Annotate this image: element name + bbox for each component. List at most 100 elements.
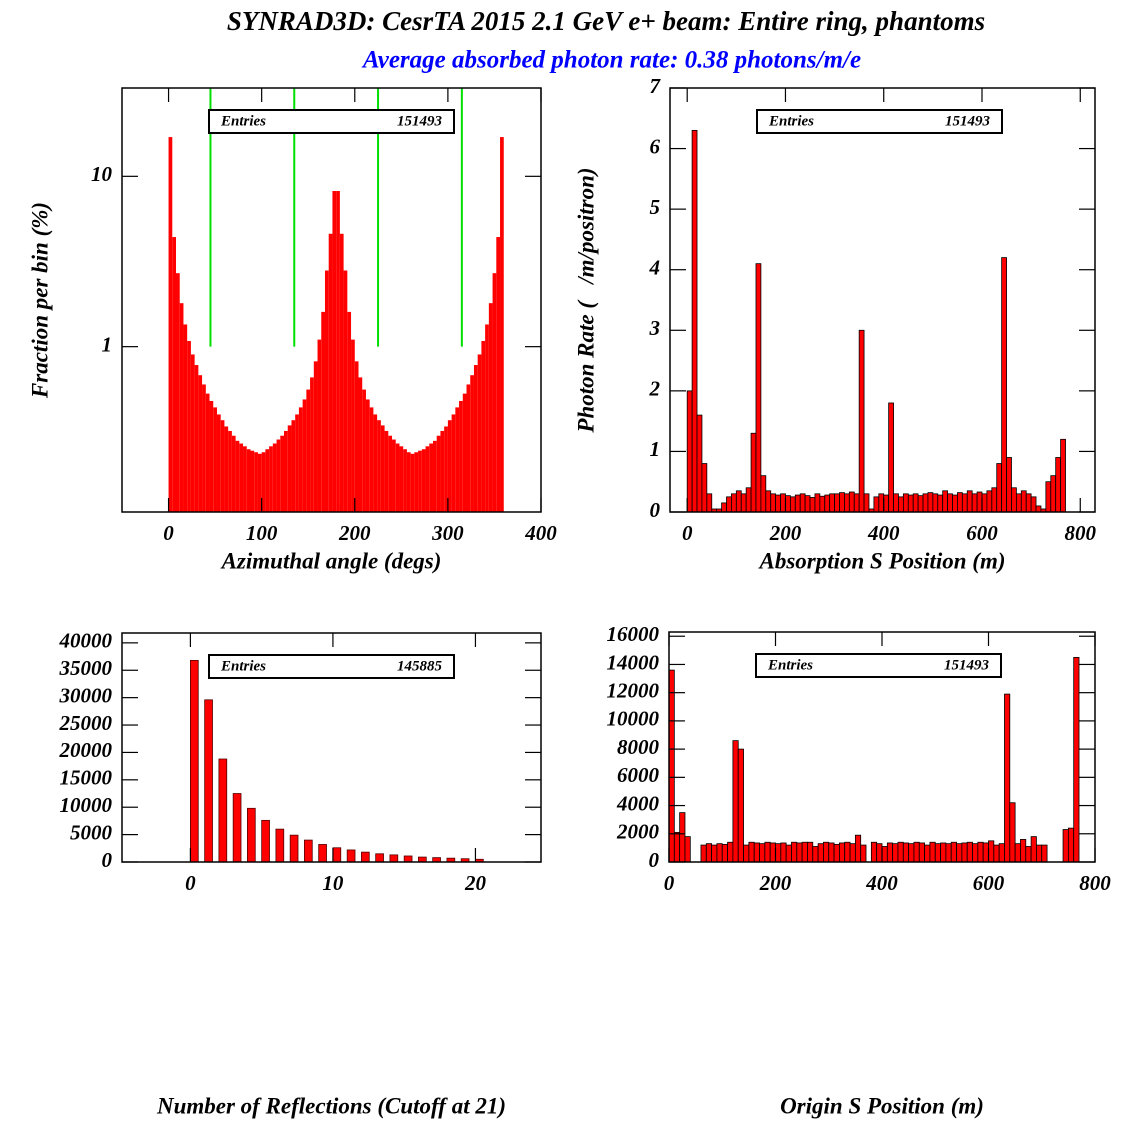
histogram-bar	[399, 446, 404, 512]
y-tick-label: 15000	[60, 766, 113, 790]
histogram-bar	[917, 495, 924, 513]
bar	[218, 758, 228, 863]
histogram-bar	[929, 841, 936, 863]
x-tick-label: 10	[322, 871, 344, 895]
histogram-bar	[854, 834, 862, 863]
histogram-bar	[246, 449, 251, 512]
stats-value: 145885	[397, 658, 443, 674]
x-tick-label: 0	[682, 521, 693, 545]
histogram-bar	[392, 439, 396, 512]
histogram-bar	[369, 407, 374, 512]
y-tick-label: 7	[650, 74, 662, 98]
histogram-bar	[878, 493, 885, 513]
histogram-bar	[711, 844, 718, 863]
histogram-bar	[849, 843, 856, 863]
histogram-bar	[272, 443, 277, 512]
y-tick-label: 20000	[59, 738, 113, 762]
histogram-bar	[477, 354, 482, 512]
histogram-bar	[1011, 487, 1017, 513]
histogram-bar	[785, 844, 792, 863]
histogram-bar	[261, 452, 266, 512]
histogram-bar	[853, 493, 860, 513]
histogram-bar	[317, 339, 322, 512]
x-tick-label: 200	[769, 521, 802, 545]
histogram-bar	[743, 844, 750, 863]
histogram-bar	[769, 842, 776, 863]
histogram-bar	[684, 836, 691, 863]
x-axis-label: Origin S Position (m)	[780, 1093, 984, 1118]
y-tick-label: 5	[650, 195, 661, 219]
y-axis-label: Photon Rate ( /m/positron)	[573, 167, 598, 433]
histogram-bar	[1041, 844, 1048, 863]
histogram-bar	[691, 129, 698, 513]
x-tick-label: 600	[966, 521, 998, 545]
x-tick-label: 0	[163, 521, 174, 545]
x-tick-label: 20	[464, 871, 487, 895]
histogram-bar	[172, 237, 177, 513]
histogram-bar	[922, 493, 929, 513]
histogram-bar	[807, 841, 814, 863]
histogram-bar	[775, 494, 781, 513]
histogram-bar	[932, 493, 939, 513]
histogram-bar	[280, 435, 285, 512]
histogram-bar	[239, 443, 244, 512]
histogram-bar	[732, 740, 739, 863]
histogram-bar	[205, 393, 210, 512]
stats-label: Entries	[767, 657, 813, 673]
histogram-bar	[791, 841, 798, 863]
y-tick-label: 0	[649, 848, 660, 872]
histogram-bar	[1014, 843, 1021, 863]
x-tick-label: 800	[1065, 521, 1097, 545]
histogram-bar	[809, 497, 816, 513]
histogram-bar	[1015, 493, 1022, 513]
y-tick-label: 4000	[616, 791, 660, 815]
y-tick-label: 0	[102, 848, 113, 872]
histogram-bar	[429, 443, 433, 512]
histogram-bar	[473, 365, 478, 512]
histogram-bar	[737, 748, 744, 863]
histogram-bar	[937, 494, 944, 513]
histogram-bar	[858, 329, 865, 513]
histogram-bar	[235, 440, 240, 512]
x-tick-label: 200	[759, 871, 792, 895]
histogram-bar	[187, 340, 191, 512]
x-axis-label: Number of Reflections (Cutoff at 21)	[156, 1093, 506, 1118]
histogram-bar	[328, 233, 333, 513]
histogram-bar	[753, 842, 760, 863]
histogram-bar	[257, 453, 262, 512]
histogram-bar	[844, 493, 850, 513]
histogram-bar	[991, 487, 998, 513]
y-tick-label: 6000	[617, 763, 660, 787]
x-tick-label: 400	[524, 521, 557, 545]
histogram-bar	[343, 270, 348, 512]
histogram-bar	[418, 450, 422, 512]
histogram-bar	[902, 493, 909, 513]
histogram-bar	[812, 846, 819, 863]
histogram-bar	[966, 490, 973, 513]
histogram-bar	[354, 361, 359, 512]
histogram-bar	[775, 843, 782, 863]
y-tick-label: 1	[102, 332, 113, 356]
histogram-bar	[701, 463, 708, 513]
histogram-bar	[982, 842, 989, 863]
bar	[346, 849, 356, 863]
histogram-bar	[1020, 839, 1027, 863]
histogram-bar	[686, 390, 693, 513]
histogram-bar	[447, 420, 452, 512]
histogram-bar	[799, 493, 806, 513]
histogram-bar	[957, 492, 963, 513]
histogram-bar	[243, 446, 247, 512]
histogram-bar	[302, 399, 307, 512]
histogram-bar	[306, 389, 311, 512]
histogram-bar	[1045, 481, 1052, 513]
histogram-bar	[893, 493, 899, 513]
histogram-bar	[500, 137, 504, 512]
histogram-bar	[740, 493, 747, 513]
bar	[204, 699, 213, 863]
x-tick-label: 0	[664, 871, 675, 895]
histogram-bar	[310, 377, 314, 512]
histogram-bar	[1006, 457, 1012, 513]
histogram-bar	[1035, 505, 1042, 513]
stats-value: 151493	[945, 113, 991, 129]
x-tick-label: 300	[431, 521, 464, 545]
